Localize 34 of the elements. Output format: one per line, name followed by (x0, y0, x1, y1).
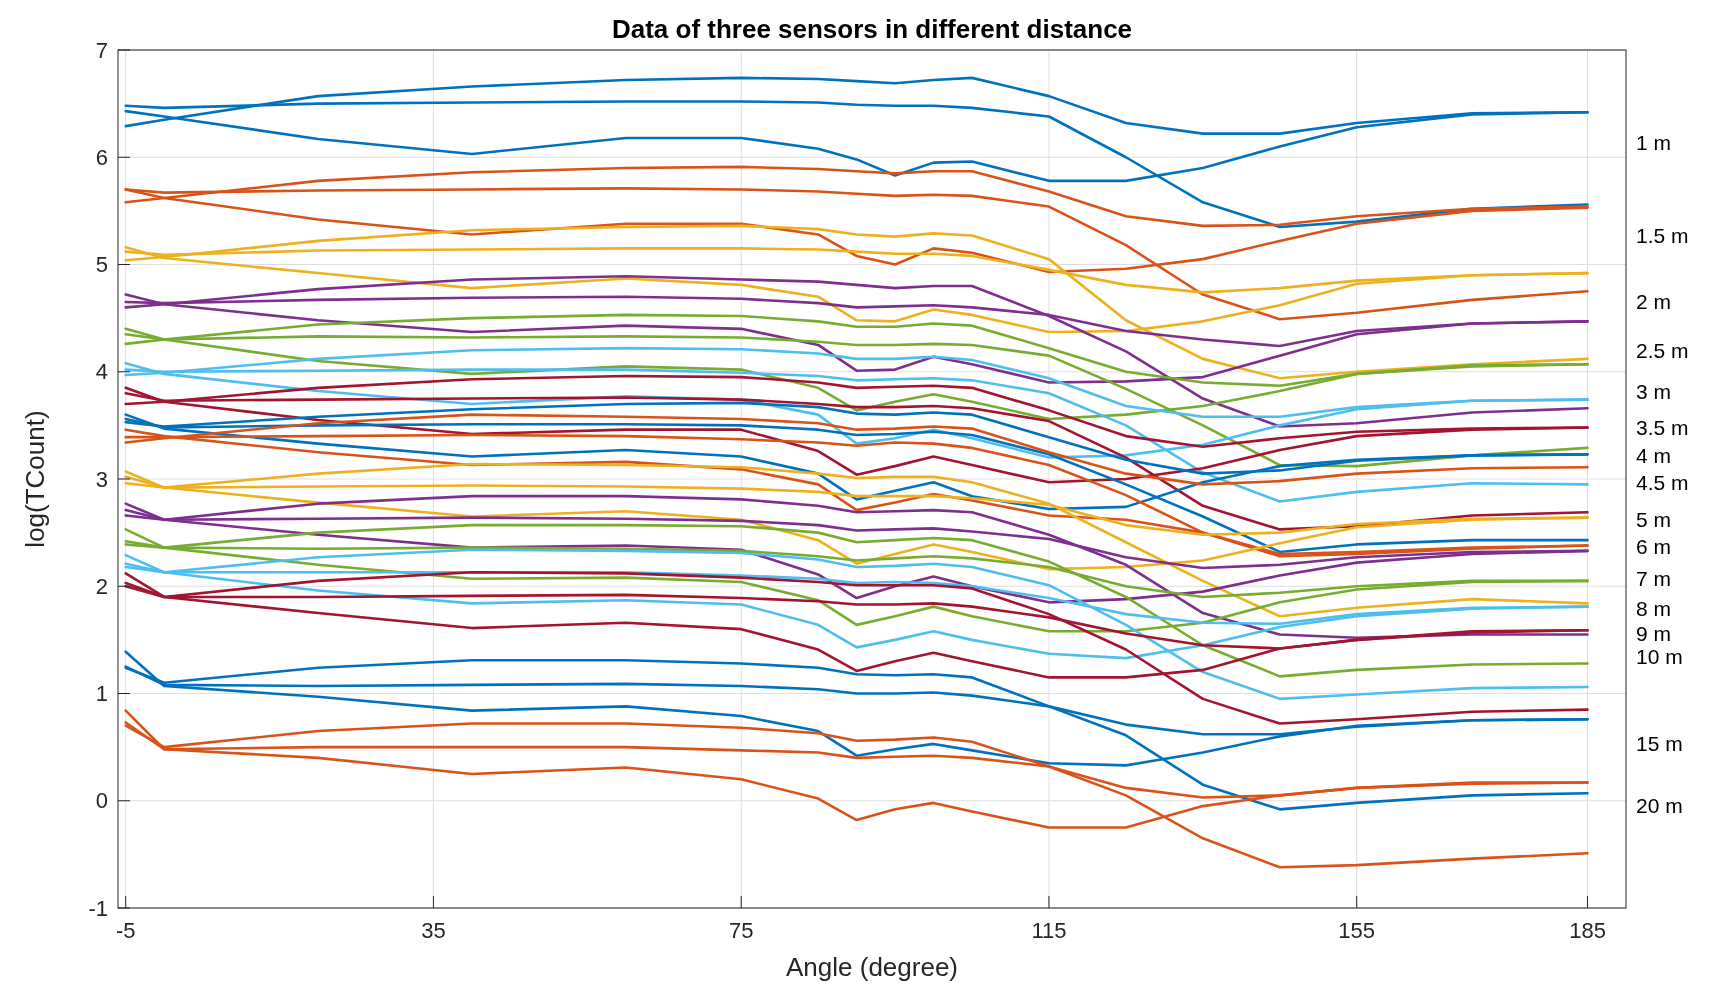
text: 3.5 m (1636, 416, 1689, 440)
y-tick-label: 7 (95, 37, 108, 63)
text: 6 m (1636, 534, 1672, 558)
text: 9 m (1636, 621, 1672, 645)
y-tick-label: 0 (95, 788, 108, 814)
text: 2.5 m (1636, 338, 1689, 362)
y-tick-label: 3 (95, 466, 108, 492)
text: 1.5 m (1636, 223, 1689, 247)
x-tick-label: 115 (1031, 918, 1067, 943)
y-tick-label: 6 (95, 144, 108, 170)
y-tick-label: 4 (95, 359, 108, 385)
x-tick-label: 75 (728, 918, 754, 943)
text: 7 m (1636, 567, 1672, 591)
text: 10 m (1636, 645, 1683, 669)
text: 4.5 m (1636, 471, 1689, 495)
text: 1 m (1636, 131, 1672, 155)
x-tick-label: 185 (1569, 918, 1606, 943)
y-tick-label: 5 (95, 252, 108, 278)
text: 2 m (1636, 290, 1672, 314)
x-tick-label: 35 (421, 918, 446, 943)
y-axis-title: log(TCount) (20, 410, 50, 548)
text: 3 m (1636, 380, 1672, 404)
x-tick-label: -5 (115, 918, 136, 943)
text: 20 m (1636, 794, 1683, 818)
x-axis-title: Angle (degree) (786, 952, 958, 982)
y-tick-label: 2 (95, 573, 108, 599)
x-tick-label: 155 (1338, 918, 1376, 943)
text: 5 m (1636, 507, 1672, 531)
y-tick-label: -1 (88, 895, 108, 921)
text: 15 m (1636, 732, 1683, 756)
text: 8 m (1636, 596, 1672, 620)
y-tick-label: 1 (95, 681, 108, 707)
text: 4 m (1636, 444, 1672, 468)
chart-title: Data of three sensors in different distance (611, 14, 1133, 44)
